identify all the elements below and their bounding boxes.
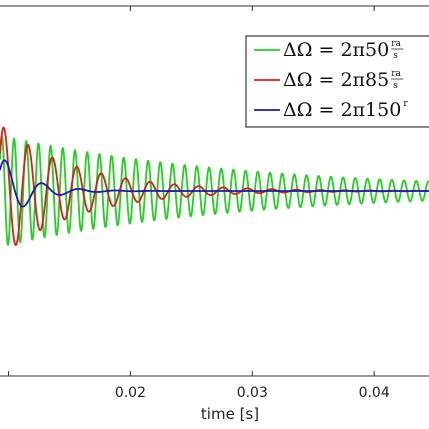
x-tick-label: 0.03 (237, 385, 268, 401)
legend-unit-numerator: r (403, 99, 408, 109)
series-line (0, 134, 429, 246)
legend-unit-numerator: ra (391, 69, 401, 79)
legend-label: ΔΩ = 2π50 (283, 39, 389, 61)
series-layer (0, 126, 429, 247)
legend-unit-numerator: ra (391, 39, 401, 49)
x-tick-label: 0.02 (115, 385, 146, 401)
series-line (0, 159, 429, 208)
legend-unit-denominator: s (393, 51, 398, 61)
legend-box (245, 35, 429, 128)
x-tick-label: 0.04 (359, 385, 390, 401)
x-axis-label: time [s] (201, 405, 259, 423)
legend-label: ΔΩ = 2π85 (283, 69, 389, 91)
legend-label: ΔΩ = 2π150 (283, 99, 401, 121)
tick-layer: 0.02 0.03 0.04 (8, 6, 390, 401)
legend-unit-denominator: s (393, 81, 398, 91)
